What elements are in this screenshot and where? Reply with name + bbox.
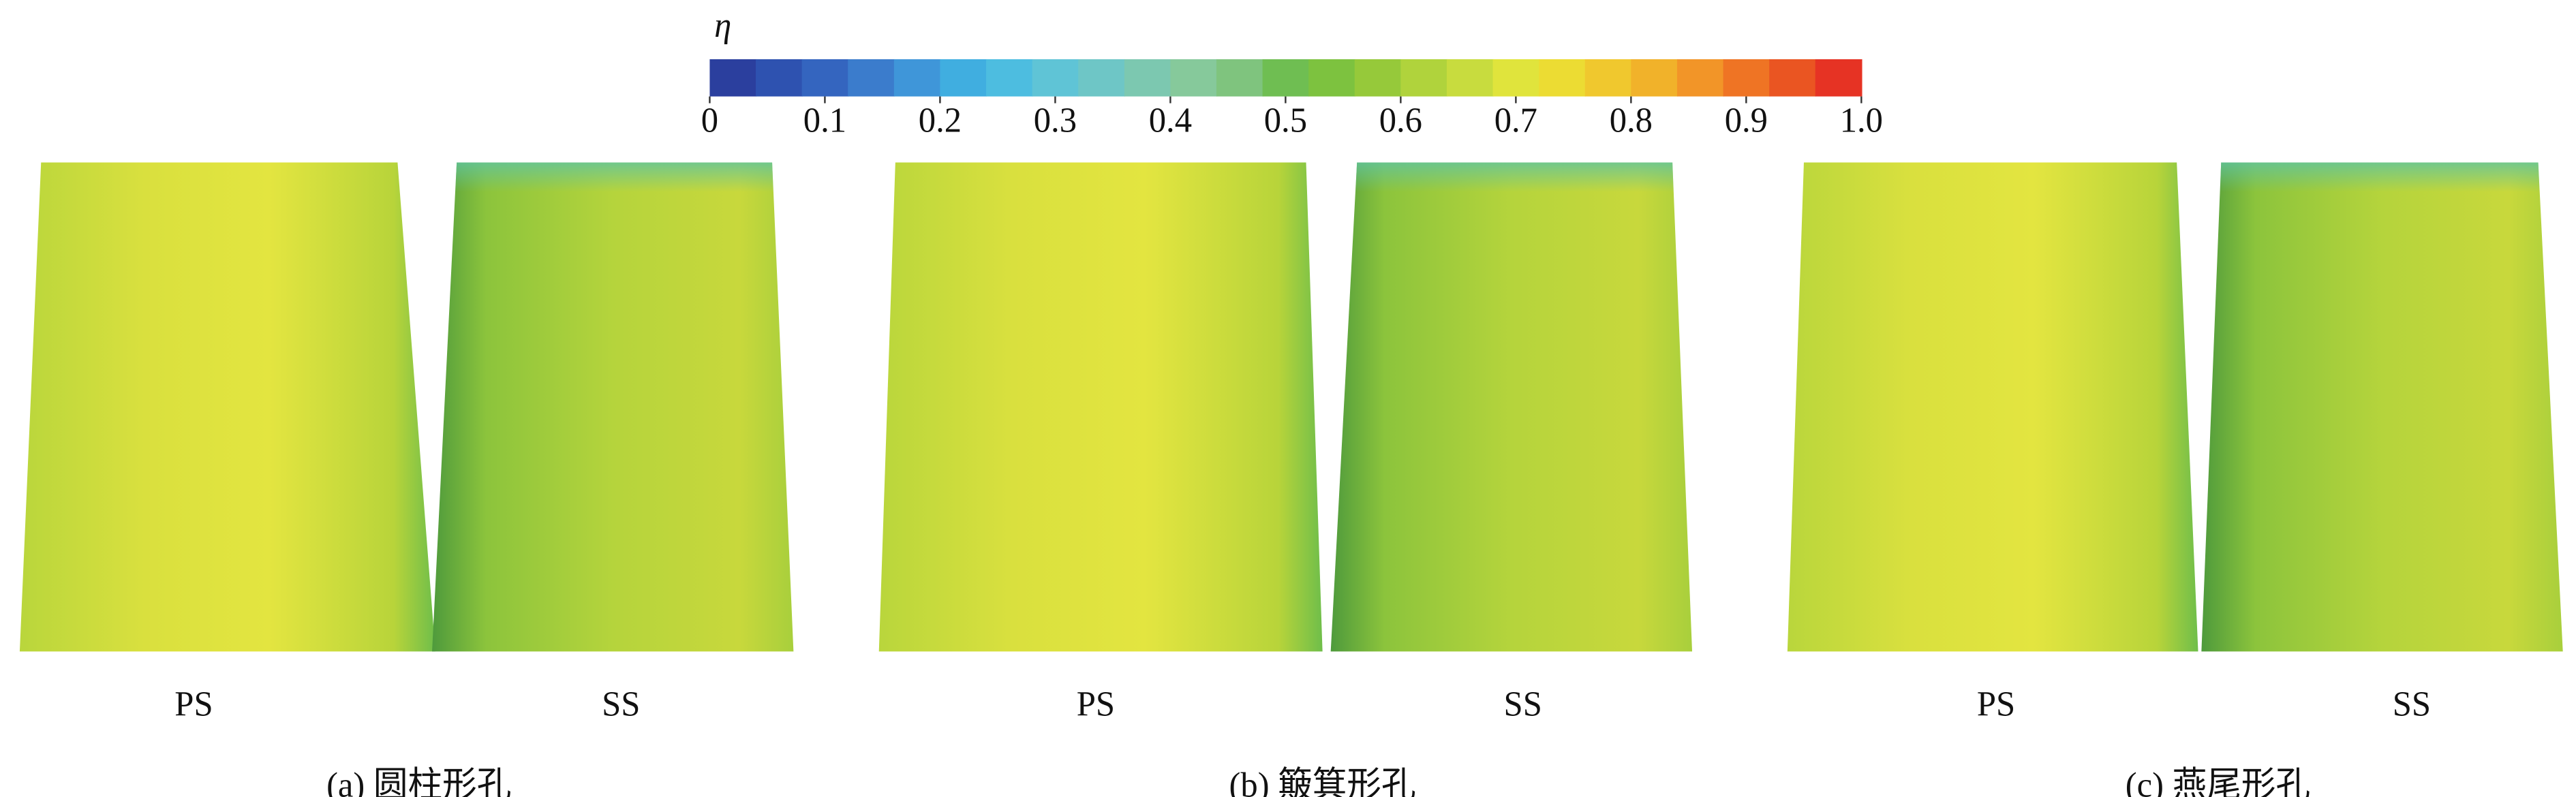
colorbar-segment xyxy=(1769,59,1816,97)
colorbar-segment xyxy=(1124,59,1171,97)
colorbar: 0 0.1 0.2 0.3 0.4 0.5 0.6 0.7 0.8 0.9 1.0 xyxy=(701,59,1883,140)
colorbar-segment xyxy=(1815,59,1862,97)
colorbar-segment xyxy=(1354,59,1402,97)
colorbar-segment xyxy=(1723,59,1770,97)
colorbar-segment xyxy=(1170,59,1218,97)
view-label: SS xyxy=(602,685,640,724)
panel-b: PS SS (b) 簸箕形孔 xyxy=(878,162,1693,797)
colorbar-segment xyxy=(1584,59,1632,97)
colorbar-segment xyxy=(940,59,987,97)
tick-label: 0.9 xyxy=(1725,101,1768,140)
tick-label: 0.6 xyxy=(1379,101,1422,140)
colorbar-segment xyxy=(1308,59,1355,97)
tick-label: 0.3 xyxy=(1034,101,1077,140)
panel-c: PS SS (c) 燕尾形孔 xyxy=(1787,162,2563,797)
tick-label: 0.2 xyxy=(919,101,962,140)
colorbar-segment xyxy=(1492,59,1540,97)
colorbar-segment xyxy=(1631,59,1678,97)
colorbar-segment xyxy=(1078,59,1125,97)
colorbar-segment xyxy=(848,59,895,97)
view-label: SS xyxy=(1504,685,1542,724)
colorbar-segment xyxy=(756,59,803,97)
tick-label: 0.7 xyxy=(1494,101,1537,140)
contour-shade xyxy=(432,162,794,652)
colorbar-segment xyxy=(893,59,941,97)
colorbar-segment xyxy=(1400,59,1448,97)
colorbar-segment xyxy=(1446,59,1494,97)
contour-map xyxy=(878,162,1323,652)
colorbar-segment xyxy=(709,59,757,97)
colorbar-segment xyxy=(1032,59,1079,97)
contour-shade xyxy=(2201,162,2563,652)
caption: (a) 圆柱形孔 xyxy=(326,766,511,797)
tick-label: 0.5 xyxy=(1264,101,1307,140)
contour-map xyxy=(1787,162,2198,652)
caption: (b) 簸箕形孔 xyxy=(1229,766,1416,797)
tick-label: 1.0 xyxy=(1840,101,1883,140)
caption: (c) 燕尾形孔 xyxy=(2126,766,2310,797)
contour-shade xyxy=(1330,162,1693,652)
colorbar-segment xyxy=(986,59,1033,97)
colorbar-segment xyxy=(1216,59,1263,97)
view-label: PS xyxy=(174,685,213,724)
colorbar-segment xyxy=(1676,59,1724,97)
colorbar-segment xyxy=(1262,59,1310,97)
colorbar-segment xyxy=(1539,59,1586,97)
view-label: PS xyxy=(1077,685,1115,724)
panel-a: PS SS (a) 圆柱形孔 xyxy=(19,162,794,797)
view-label: SS xyxy=(2393,685,2431,724)
tick-label: 0 xyxy=(701,101,718,140)
tick-label: 0.4 xyxy=(1149,101,1192,140)
figure-body: η 0 0.1 0.2 0.3 0.4 0.5 0.6 0.7 0.8 0.9 1.0 PS SS … xyxy=(19,6,2563,797)
colorbar-label: η xyxy=(714,6,731,46)
view-label: PS xyxy=(1977,685,2015,724)
tick-label: 0.8 xyxy=(1610,101,1653,140)
tick-label: 0.1 xyxy=(803,101,846,140)
contour-map xyxy=(19,162,435,652)
colorbar-segment xyxy=(801,59,849,97)
